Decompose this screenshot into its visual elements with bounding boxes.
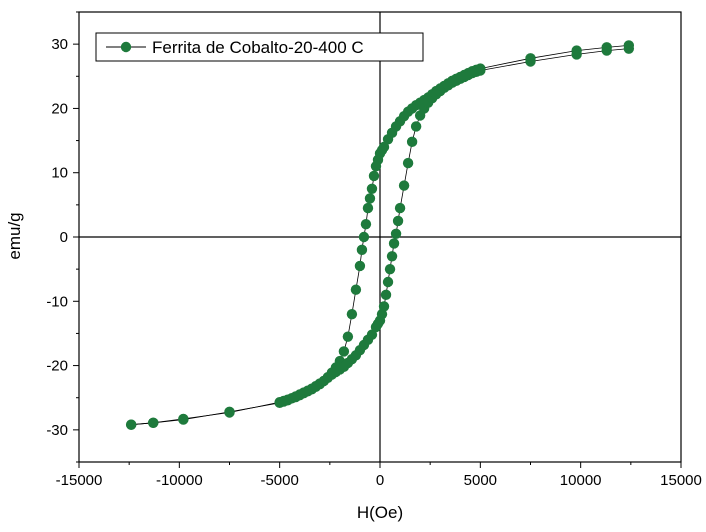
y-tick-label: 20 bbox=[51, 100, 68, 117]
y-axis-title: emu/g bbox=[5, 212, 24, 259]
data-point bbox=[125, 419, 137, 430]
y-tick-label: -10 bbox=[46, 293, 68, 310]
y-tick-label: 0 bbox=[60, 229, 68, 246]
y-tick-label: -20 bbox=[46, 358, 68, 375]
data-point bbox=[366, 183, 378, 194]
data-point bbox=[378, 301, 390, 312]
data-point bbox=[386, 251, 398, 262]
x-tick-label: -10000 bbox=[156, 472, 203, 489]
data-point bbox=[364, 193, 376, 204]
legend-marker bbox=[120, 41, 132, 53]
data-point bbox=[382, 276, 394, 288]
data-point bbox=[382, 134, 394, 145]
data-point bbox=[384, 263, 396, 275]
legend-box bbox=[95, 32, 424, 62]
data-point bbox=[380, 289, 392, 301]
data-point bbox=[362, 202, 374, 214]
y-tick-label: 10 bbox=[51, 165, 68, 182]
y-tick-label: 30 bbox=[51, 36, 68, 53]
data-point bbox=[358, 231, 370, 243]
data-point bbox=[356, 244, 368, 256]
data-point bbox=[178, 414, 189, 425]
data-point bbox=[571, 49, 582, 60]
data-point bbox=[601, 45, 612, 56]
data-point bbox=[410, 121, 422, 132]
data-point bbox=[354, 260, 366, 272]
data-point bbox=[224, 406, 235, 418]
data-point bbox=[394, 202, 406, 214]
data-point bbox=[402, 157, 414, 169]
x-tick-label: 0 bbox=[376, 472, 384, 489]
data-point bbox=[392, 215, 404, 227]
data-point bbox=[366, 329, 378, 340]
data-point bbox=[346, 308, 358, 320]
data-point bbox=[360, 218, 372, 230]
legend-label: Ferrita de Cobalto-20-400 C bbox=[152, 38, 364, 57]
data-point bbox=[623, 43, 635, 54]
data-point bbox=[390, 228, 402, 239]
x-axis-title: H(Oe) bbox=[357, 503, 403, 522]
data-point bbox=[370, 161, 382, 172]
data-point bbox=[350, 284, 362, 295]
data-point bbox=[398, 180, 410, 191]
x-tick-label: 15000 bbox=[660, 472, 702, 489]
data-point bbox=[368, 170, 380, 182]
data-point bbox=[475, 65, 486, 76]
data-point bbox=[338, 346, 350, 357]
y-tick-label: -30 bbox=[46, 422, 68, 439]
x-tick-label: -5000 bbox=[260, 472, 298, 489]
x-tick-label: 10000 bbox=[560, 472, 602, 489]
data-point bbox=[525, 56, 536, 67]
x-tick-label: 5000 bbox=[464, 472, 497, 489]
data-point bbox=[406, 136, 418, 148]
data-point bbox=[388, 238, 400, 249]
data-point bbox=[342, 331, 354, 342]
data-point bbox=[148, 417, 159, 428]
x-tick-label: -15000 bbox=[56, 472, 103, 489]
